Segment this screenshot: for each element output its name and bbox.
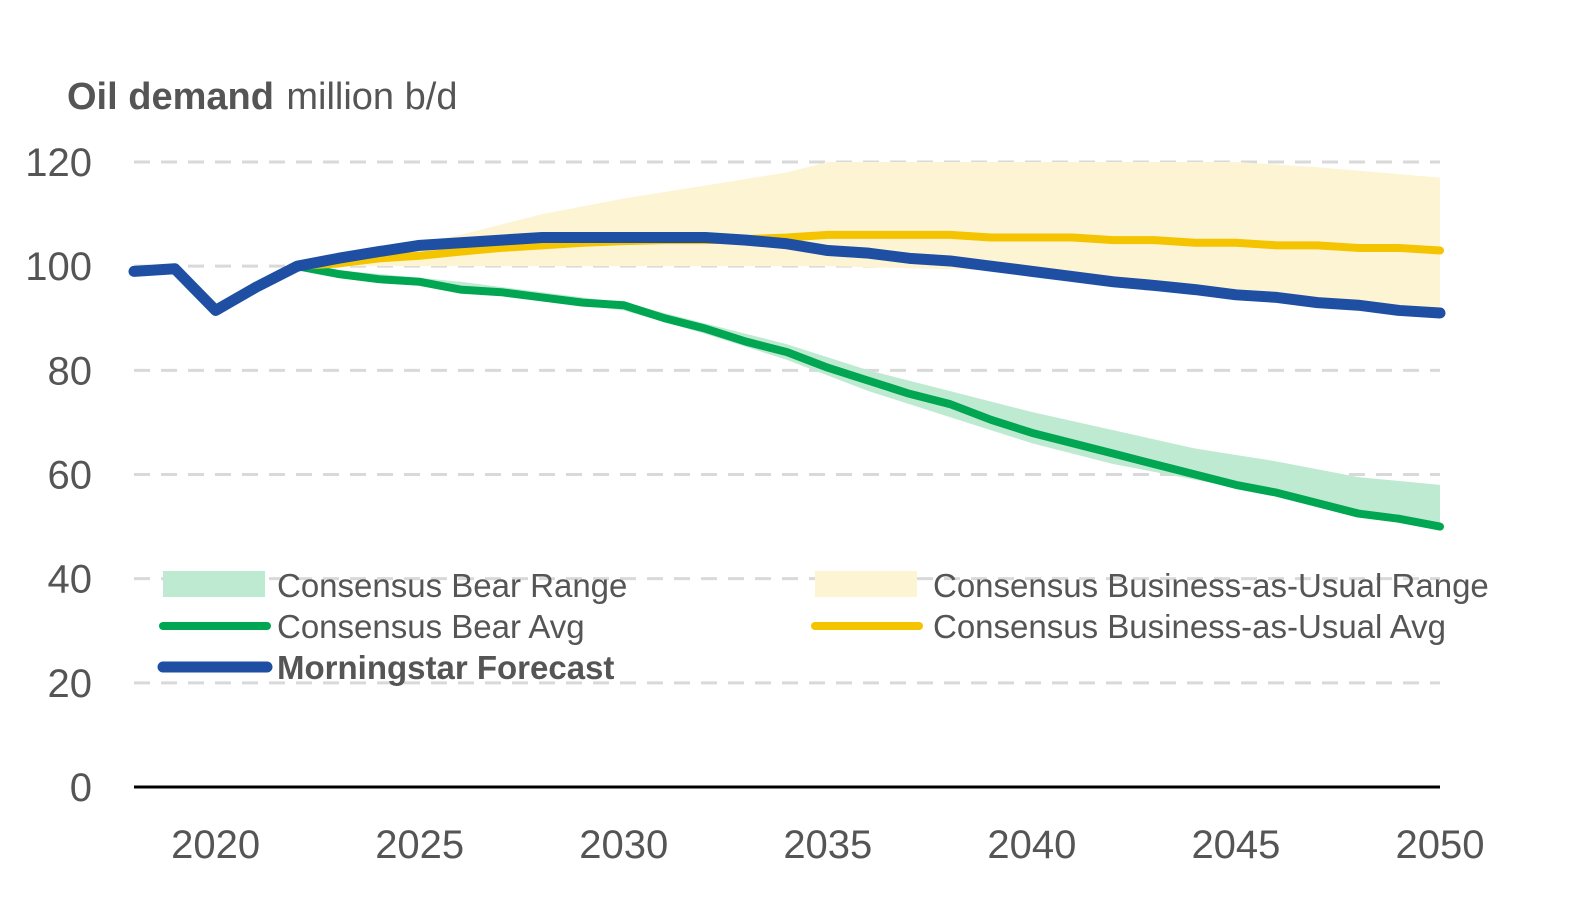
x-tick-label-2025: 2025 [375, 823, 464, 867]
legend: Consensus Bear Range Consensus Business-a… [157, 567, 1489, 686]
series-line-morningstar-forecast [128, 232, 1446, 319]
x-tick-label-2035: 2035 [783, 823, 872, 867]
y-tick-label-0: 0 [70, 766, 92, 810]
band-consensus-business-as-usual-range [297, 162, 1440, 319]
x-tick-label-2020: 2020 [171, 823, 260, 867]
legend-swatch-consensus-business-as-usual-range [815, 571, 917, 597]
y-tick-label-80: 80 [48, 349, 93, 393]
y-tick-label-100: 100 [25, 245, 92, 289]
y-tick-label-20: 20 [48, 662, 93, 706]
y-tick-label-40: 40 [48, 558, 93, 602]
legend-item-consensus-bear-range: Consensus Bear Range [163, 567, 627, 604]
y-axis-ticks: 0 20 40 60 80 100 120 [25, 141, 92, 810]
x-tick-label-2030: 2030 [579, 823, 668, 867]
legend-item-consensus-bear-avg: Consensus Bear Avg [159, 608, 585, 645]
legend-item-consensus-business-as-usual-avg: Consensus Business-as-Usual Avg [811, 608, 1446, 645]
legend-item-consensus-business-as-usual-range: Consensus Business-as-Usual Range [815, 567, 1489, 604]
legend-label-consensus-bear-avg: Consensus Bear Avg [277, 608, 585, 645]
series-line-consensus-bear-avg [293, 262, 1444, 531]
x-tick-label-2050: 2050 [1396, 823, 1485, 867]
y-tick-label-60: 60 [48, 454, 93, 498]
legend-label-consensus-business-as-usual-avg: Consensus Business-as-Usual Avg [933, 608, 1446, 645]
x-axis-ticks: 2020 2025 2030 2035 2040 2045 2050 [171, 823, 1484, 867]
legend-item-morningstar-forecast: Morningstar Forecast [157, 649, 614, 686]
chart-title: Oil demand million b/d [67, 76, 457, 118]
legend-label-consensus-business-as-usual-range: Consensus Business-as-Usual Range [933, 567, 1489, 604]
series-line-consensus-business-as-usual-avg [293, 230, 1444, 271]
y-tick-label-120: 120 [25, 141, 92, 185]
series-lines [128, 230, 1446, 531]
legend-label-consensus-bear-range: Consensus Bear Range [277, 567, 627, 604]
x-tick-label-2040: 2040 [987, 823, 1076, 867]
chart-title-unit: million b/d [286, 76, 457, 118]
x-tick-label-2045: 2045 [1191, 823, 1280, 867]
chart-title-measure: Oil demand [67, 76, 274, 118]
legend-label-morningstar-forecast: Morningstar Forecast [277, 649, 614, 686]
legend-swatch-consensus-bear-range [163, 571, 265, 597]
